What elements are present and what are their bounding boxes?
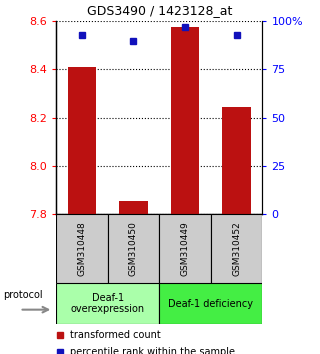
Bar xyxy=(119,201,148,214)
Bar xyxy=(56,214,108,283)
Bar xyxy=(68,67,96,214)
Bar xyxy=(211,214,262,283)
Text: GSM310449: GSM310449 xyxy=(180,221,189,276)
Text: protocol: protocol xyxy=(3,290,43,299)
Bar xyxy=(56,283,159,324)
Bar xyxy=(222,107,251,214)
Text: GSM310450: GSM310450 xyxy=(129,221,138,276)
Bar xyxy=(159,283,262,324)
Text: Deaf-1 deficiency: Deaf-1 deficiency xyxy=(168,298,253,309)
Title: GDS3490 / 1423128_at: GDS3490 / 1423128_at xyxy=(86,4,232,17)
Bar xyxy=(108,214,159,283)
Text: GSM310452: GSM310452 xyxy=(232,221,241,276)
Text: GSM310448: GSM310448 xyxy=(77,221,86,276)
Bar xyxy=(159,214,211,283)
Text: Deaf-1
overexpression: Deaf-1 overexpression xyxy=(70,293,145,314)
Text: transformed count: transformed count xyxy=(70,330,161,339)
Text: percentile rank within the sample: percentile rank within the sample xyxy=(70,347,236,354)
Bar xyxy=(171,27,199,214)
